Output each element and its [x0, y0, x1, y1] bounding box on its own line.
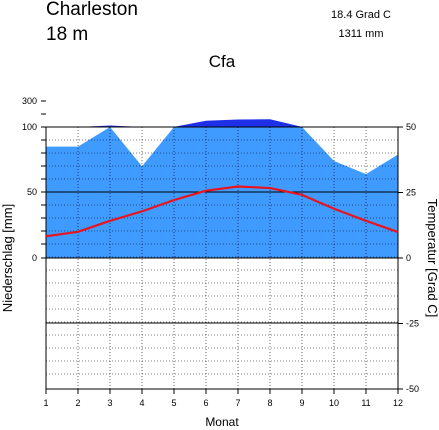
x-tick-label: 5: [171, 398, 176, 408]
x-tick-label: 7: [235, 398, 240, 408]
right-tick-label: 0: [406, 253, 411, 263]
y-axis-label-right: Temperatur [Grad C]: [425, 199, 439, 318]
left-tick-label: 300: [22, 96, 37, 106]
left-tick-label: 50: [27, 187, 37, 197]
station-elevation: 18 m: [46, 24, 88, 45]
x-tick-label: 9: [299, 398, 304, 408]
left-tick-label: 100: [22, 122, 37, 132]
right-tick-label: 25: [406, 188, 416, 198]
annual-precipitation: 1311 mm: [338, 28, 383, 40]
x-axis-label: Monat: [205, 415, 239, 429]
mean-temperature: 18.4 Grad C: [331, 9, 391, 21]
precipitation-excess-area: [46, 119, 398, 127]
x-tick-label: 11: [361, 398, 370, 408]
left-tick-label: 0: [32, 253, 37, 263]
x-tick-label: 2: [75, 398, 80, 408]
x-tick-label: 4: [139, 398, 144, 408]
climate-class: Cfa: [209, 52, 236, 71]
y-axis-label-left: Niederschlag [mm]: [0, 204, 15, 312]
right-tick-label: -25: [406, 319, 419, 329]
x-tick-label: 1: [43, 398, 48, 408]
temperature-line: [45, 185, 399, 238]
station-name: Charleston: [46, 0, 138, 20]
x-tick-label: 6: [203, 398, 208, 408]
x-tick-label: 8: [267, 398, 272, 408]
right-tick-label: 50: [406, 122, 416, 132]
right-tick-label: -50: [406, 384, 419, 394]
x-tick-label: 10: [329, 398, 339, 408]
x-tick-label: 12: [393, 398, 403, 408]
x-tick-label: 3: [107, 398, 112, 408]
